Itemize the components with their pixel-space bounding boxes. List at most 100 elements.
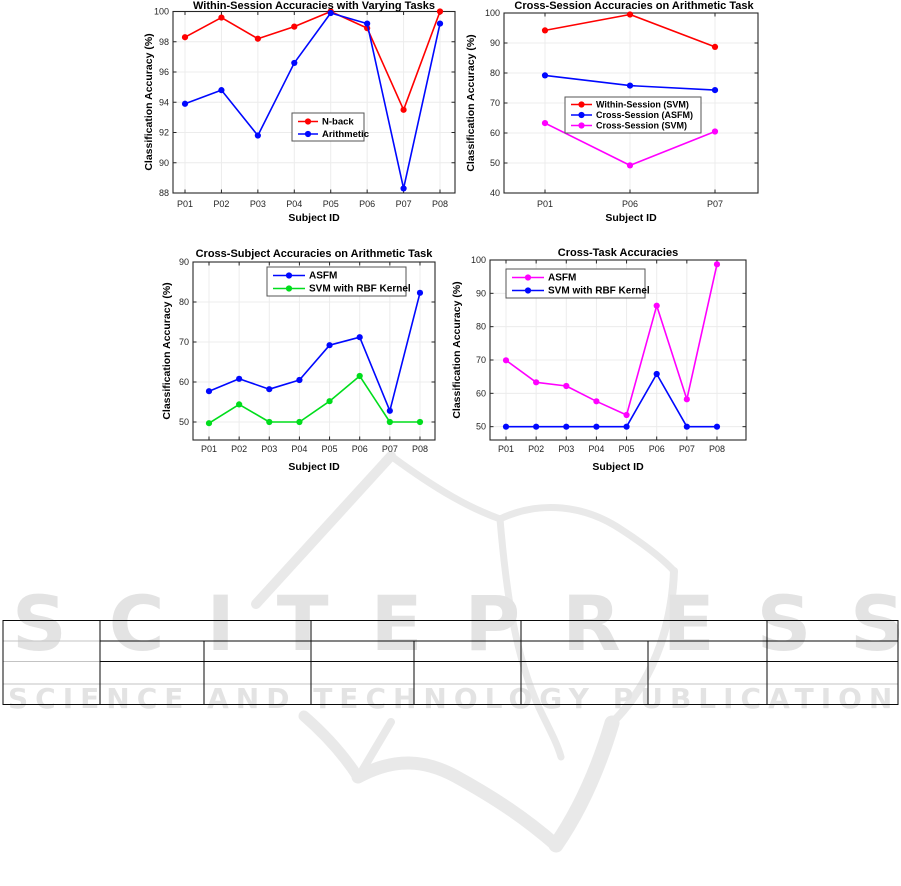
series-line-SVM with RBF Kernel <box>506 373 717 428</box>
y-tick-label: 100 <box>154 7 169 17</box>
data-point <box>236 375 243 382</box>
x-tick-label: P02 <box>528 444 544 454</box>
data-point <box>400 106 407 113</box>
x-tick-label: P07 <box>679 444 695 454</box>
series-line-Arithmetic <box>184 12 441 190</box>
book-left-edge <box>251 451 396 609</box>
data-point <box>653 302 660 309</box>
chart-title: Cross-Subject Accuracies on Arithmetic T… <box>196 248 434 260</box>
data-point <box>416 289 424 296</box>
y-tick-label: 98 <box>159 37 169 47</box>
x-tick-label: P06 <box>649 444 665 454</box>
y-tick-label: 90 <box>159 158 169 168</box>
book-left-page-top <box>387 452 504 523</box>
data-point <box>541 120 549 127</box>
data-point <box>296 376 303 384</box>
x-tick-label: P08 <box>432 199 448 209</box>
book-right-leg <box>548 715 620 853</box>
data-point <box>326 398 333 405</box>
y-tick-label: 70 <box>490 98 500 108</box>
chart-cross-subject-accuracies: P01 P02 P03 P04 P05 P06 P07 P08 50 60 70 80 90 ASFM SV… <box>161 248 436 473</box>
x-tick-label: P04 <box>286 199 302 209</box>
y-tick-label: 50 <box>490 158 500 168</box>
data-point <box>711 87 719 94</box>
x-tick-label: P01 <box>498 444 514 454</box>
y-tick-label: 80 <box>476 322 486 332</box>
data-point <box>436 8 444 15</box>
data-point <box>623 411 630 419</box>
data-point <box>502 423 510 430</box>
data-point <box>327 9 334 17</box>
x-tick-label: P07 <box>382 444 398 454</box>
y-tick-label: 90 <box>179 257 189 267</box>
x-tick-label: P05 <box>619 444 635 454</box>
data-point <box>296 418 303 426</box>
data-point <box>218 14 225 21</box>
axes-box <box>489 259 747 441</box>
x-tick-label: P01 <box>201 444 217 454</box>
data-point <box>254 132 261 139</box>
data-point <box>326 342 333 349</box>
data-point <box>541 72 549 79</box>
x-tick-label: P05 <box>322 444 338 454</box>
x-tick-label: P01 <box>537 199 553 209</box>
data-point <box>683 423 690 430</box>
chart-title: Within-Session Accuracies with Varying T… <box>193 0 435 12</box>
data-point <box>291 59 298 67</box>
y-tick-label: 50 <box>179 417 189 427</box>
y-axis-label: Classification Accuracy (%) <box>465 34 477 171</box>
y-tick-label: 92 <box>159 128 169 138</box>
data-point <box>416 418 424 426</box>
x-tick-label: P06 <box>622 199 638 209</box>
data-point <box>593 398 600 405</box>
data-point <box>236 401 243 408</box>
y-axis-label: Classification Accuracy (%) <box>451 281 463 418</box>
series-line-N-back <box>184 10 441 111</box>
data-point <box>436 20 444 27</box>
data-point <box>181 100 189 107</box>
data-point <box>623 423 630 430</box>
data-point <box>593 423 600 430</box>
series-line-SVM with RBF Kernel <box>208 375 420 424</box>
series-line-ASFM <box>208 292 421 412</box>
y-tick-label: 60 <box>179 377 189 387</box>
data-point <box>653 370 660 378</box>
book-bottom-wave <box>351 756 563 852</box>
chart-title: Cross-Task Accuracies <box>558 247 678 259</box>
x-tick-label: P08 <box>412 444 428 454</box>
book-spine <box>496 515 565 761</box>
x-tick-label: P08 <box>709 444 725 454</box>
book-right-page-top <box>496 503 678 575</box>
data-point <box>713 261 721 268</box>
x-tick-label: P03 <box>261 444 277 454</box>
empty-results-table-grid <box>2 619 899 706</box>
watermark-brand-text: SCITEPRESS <box>12 586 901 662</box>
legend-label: ASFM <box>548 273 576 284</box>
data-point <box>711 128 719 135</box>
data-point <box>218 87 225 94</box>
y-tick-label: 94 <box>159 97 169 107</box>
x-tick-label: P04 <box>291 444 307 454</box>
chart-title: Cross-Session Accuracies on Arithmetic T… <box>514 0 754 12</box>
data-point <box>291 23 298 30</box>
data-point <box>181 34 189 41</box>
data-point <box>205 420 213 427</box>
legend-label: Cross-Session (SVM) <box>596 121 687 131</box>
series-line-ASFM <box>505 264 718 416</box>
x-axis-label: Subject ID <box>288 461 340 473</box>
x-tick-label: P07 <box>396 199 412 209</box>
legend-label: SVM with RBF Kernel <box>309 284 411 295</box>
data-point <box>254 35 261 42</box>
y-tick-label: 100 <box>471 255 486 265</box>
data-point <box>205 388 213 395</box>
y-tick-label: 80 <box>490 68 500 78</box>
data-point <box>683 396 690 403</box>
x-axis-label: Subject ID <box>605 212 657 224</box>
data-point <box>364 20 371 27</box>
data-point <box>626 11 634 18</box>
data-point <box>266 418 273 426</box>
y-tick-label: 80 <box>179 297 189 307</box>
legend-box <box>291 112 365 142</box>
